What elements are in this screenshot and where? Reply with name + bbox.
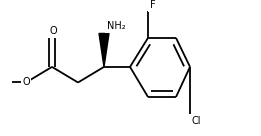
Text: F: F bbox=[150, 0, 156, 10]
Polygon shape bbox=[99, 33, 109, 67]
Text: NH₂: NH₂ bbox=[107, 21, 126, 31]
Text: O: O bbox=[49, 26, 57, 36]
Text: Cl: Cl bbox=[192, 116, 201, 126]
Text: O: O bbox=[22, 78, 30, 87]
